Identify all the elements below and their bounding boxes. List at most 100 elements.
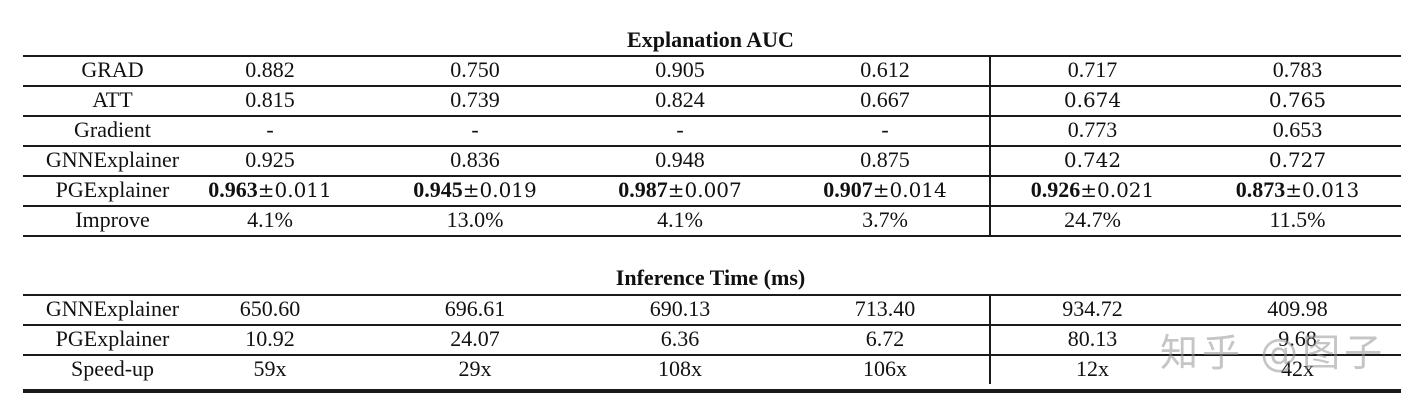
table-cell: 0.873±0.013	[1210, 175, 1385, 205]
table-cell: 0.750	[450, 57, 500, 82]
table-cell: 24.7%	[1064, 207, 1121, 232]
table-cell: 713.40	[854, 296, 916, 321]
table-cell: 42x	[1281, 356, 1314, 381]
table-cell: 0.739	[450, 87, 500, 112]
table-cell: 0.905	[655, 57, 705, 82]
table-cell: 0.824	[655, 87, 705, 112]
table-cell: 0.836	[450, 147, 500, 172]
time-column-divider	[989, 295, 991, 384]
row-label: ATT	[92, 87, 133, 112]
table-cell: 24.07	[450, 326, 500, 351]
table-cell: -	[471, 117, 479, 142]
mean-value: 0.945	[413, 177, 463, 202]
table-row: GNNExplainer 650.60 696.61 690.13 713.40…	[0, 294, 1421, 324]
table-row: ATT 0.815 0.739 0.824 0.667 0.674 0.765	[0, 85, 1421, 115]
table-cell: 0.907±0.014	[800, 175, 970, 205]
table-cell: 0.612	[860, 57, 910, 82]
std-value: 0.011	[274, 178, 332, 202]
table-cell: 3.7%	[862, 207, 908, 232]
table-cell: 6.72	[865, 326, 905, 351]
auc-bottom-rule	[23, 235, 1401, 237]
table-cell: 0.926±0.021	[1005, 175, 1180, 205]
table-row: GNNExplainer 0.925 0.836 0.948 0.875 0.7…	[0, 145, 1421, 175]
row-label: Improve	[75, 207, 150, 232]
auc-top-rule	[23, 55, 1401, 57]
table-cell: 0.742	[1063, 148, 1122, 172]
table-cell: 80.13	[1067, 326, 1118, 351]
row-label: PGExplainer	[55, 177, 170, 202]
table-row: Improve 4.1% 13.0% 4.1% 3.7% 24.7% 11.5%	[0, 205, 1421, 235]
time-top-rule	[23, 294, 1401, 296]
row-label: Gradient	[74, 117, 151, 142]
plus-minus: ±	[1285, 178, 1302, 202]
time-section-title: Inference Time (ms)	[615, 265, 806, 290]
table-row: PGExplainer 0.963±0.011 0.945±0.019 0.98…	[0, 175, 1421, 205]
time-row-rule	[23, 324, 1401, 326]
table-cell: -	[676, 117, 684, 142]
table-cell: 934.72	[1062, 296, 1123, 321]
table-cell: 0.727	[1268, 148, 1327, 172]
plus-minus: ±	[462, 178, 480, 202]
table-cell: -	[881, 117, 889, 142]
plus-minus: ±	[667, 178, 685, 202]
table-cell: 0.667	[860, 87, 910, 112]
mean-value: 0.873	[1235, 177, 1286, 202]
table-cell: 0.773	[1067, 117, 1118, 142]
mean-value: 0.963	[208, 177, 258, 202]
table-row: PGExplainer 10.92 24.07 6.36 6.72 80.13 …	[0, 324, 1421, 354]
table-cell: 59x	[253, 356, 287, 381]
table-cell: 108x	[658, 356, 702, 381]
std-value: 0.021	[1097, 178, 1155, 202]
auc-row-rule	[23, 145, 1401, 147]
std-value: 0.013	[1302, 178, 1360, 202]
table-cell: 13.0%	[446, 207, 504, 232]
mean-value: 0.926	[1030, 177, 1081, 202]
table-cell: 10.92	[245, 326, 295, 351]
std-value: 0.007	[684, 178, 742, 202]
table-cell: 6.36	[660, 326, 700, 351]
table-row: Gradient - - - - 0.773 0.653	[0, 115, 1421, 145]
row-label: Speed-up	[70, 356, 155, 381]
auc-row-rule	[23, 175, 1401, 177]
table-cell: 0.963±0.011	[190, 175, 350, 205]
row-label: GNNExplainer	[45, 147, 180, 172]
auc-column-divider	[989, 56, 991, 236]
auc-row-rule	[23, 115, 1401, 117]
auc-row-rule	[23, 85, 1401, 87]
table-row: Speed-up 59x 29x 108x 106x 12x 42x	[0, 354, 1421, 384]
table-cell: 4.1%	[657, 207, 703, 232]
table-cell: 0.987±0.007	[595, 175, 765, 205]
row-label: PGExplainer	[55, 326, 170, 351]
table-cell: 0.948	[655, 147, 705, 172]
time-bottom-rule	[23, 389, 1401, 393]
mean-value: 0.987	[618, 177, 668, 202]
plus-minus: ±	[257, 178, 275, 202]
table-cell: 0.875	[860, 147, 910, 172]
table-cell: 409.98	[1267, 296, 1328, 321]
plus-minus: ±	[1080, 178, 1097, 202]
table-cell: 690.13	[649, 296, 711, 321]
table-cell: 12x	[1076, 356, 1109, 381]
row-label: GRAD	[81, 57, 144, 82]
table-cell: 0.765	[1268, 88, 1327, 112]
std-value: 0.014	[889, 178, 947, 202]
auc-section-title: Explanation AUC	[627, 27, 794, 52]
table-cell: 0.945±0.019	[390, 175, 560, 205]
table-cell: 106x	[863, 356, 907, 381]
table-row: GRAD 0.882 0.750 0.905 0.612 0.717 0.783	[0, 55, 1421, 85]
row-label: GNNExplainer	[45, 296, 180, 321]
table-cell: 29x	[458, 356, 492, 381]
table-cell: 0.653	[1272, 117, 1323, 142]
table-cell: 0.783	[1272, 57, 1323, 82]
table-cell: 0.815	[245, 87, 295, 112]
table-cell: 0.674	[1063, 88, 1122, 112]
plus-minus: ±	[872, 178, 890, 202]
table-cell: 650.60	[239, 296, 301, 321]
table-cell: 4.1%	[247, 207, 293, 232]
auc-row-rule	[23, 205, 1401, 207]
table-cell: -	[266, 117, 274, 142]
std-value: 0.019	[479, 178, 537, 202]
table-cell: 696.61	[444, 296, 506, 321]
table-cell: 11.5%	[1269, 207, 1326, 232]
table-cell: 0.882	[245, 57, 295, 82]
